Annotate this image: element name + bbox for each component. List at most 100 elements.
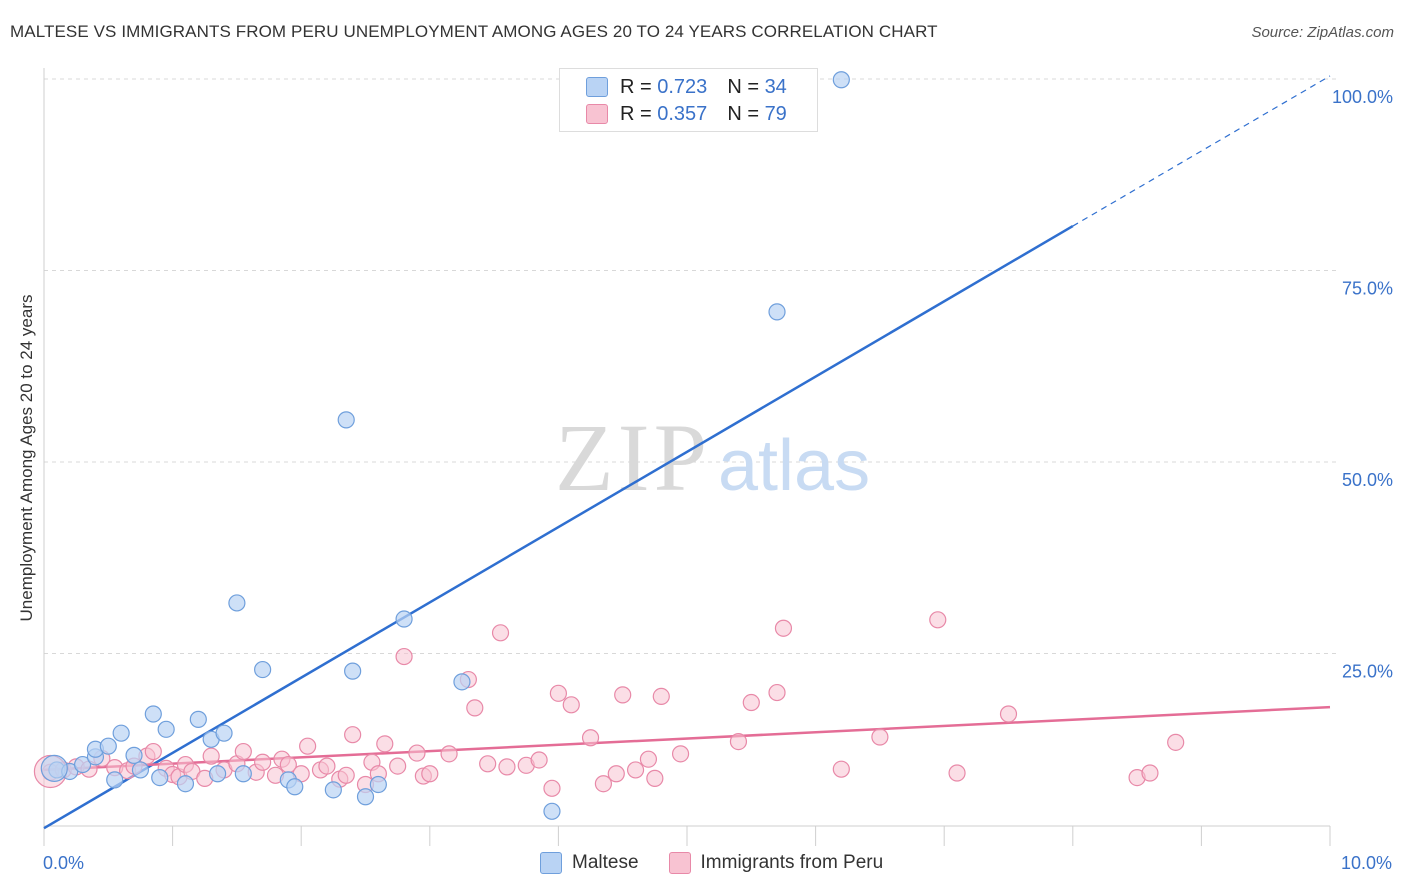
gridlines (44, 78, 1340, 654)
peru-point (202, 747, 220, 765)
maltese-point (453, 673, 471, 691)
peru-point (408, 744, 426, 762)
legend-row-peru: R = 0.357 N = 79 (620, 102, 787, 126)
peru-point (768, 683, 786, 702)
peru-point (639, 750, 658, 768)
peru-point (948, 764, 966, 782)
peru-point (337, 766, 355, 784)
legend-label-maltese: Maltese (572, 852, 639, 873)
peru-point (299, 737, 317, 755)
maltese-point (369, 775, 387, 794)
y-tick-label: 75.0% (1342, 279, 1393, 299)
maltese-point (209, 765, 227, 783)
maltese-point (768, 303, 786, 321)
maltese-point (228, 594, 246, 612)
peru-point (614, 686, 632, 704)
watermark-zip: ZIP (555, 404, 711, 511)
peru-point (562, 696, 580, 714)
maltese-point (125, 746, 143, 764)
peru-point (742, 693, 760, 712)
y-tick-label: 25.0% (1342, 662, 1393, 682)
maltese-point (112, 724, 130, 742)
series-legend: Maltese Immigrants from Peru (540, 852, 883, 874)
legend-swatch-peru (586, 104, 608, 124)
maltese-point (395, 610, 413, 628)
legend-label-peru: Immigrants from Peru (700, 852, 884, 873)
peru-point (254, 753, 272, 771)
legend-n-value: 79 (764, 102, 787, 125)
maltese-point (73, 755, 92, 774)
peru-point (929, 611, 947, 629)
peru-point (421, 765, 439, 783)
x-tick-label-min: 0.0% (43, 853, 84, 873)
peru-point (491, 624, 510, 642)
peru-point (479, 755, 497, 773)
legend-r-label: R = (620, 75, 658, 98)
peru-point (549, 684, 568, 702)
peru-point (774, 619, 793, 637)
maltese-point (106, 771, 124, 789)
peru-point (543, 779, 561, 797)
x-tick-label-max: 10.0% (1341, 853, 1392, 873)
chart-title: MALTESE VS IMMIGRANTS FROM PERU UNEMPLOY… (10, 22, 938, 41)
peru-point (376, 735, 394, 753)
peru-point (607, 765, 625, 783)
peru-point (652, 687, 670, 705)
maltese-point (344, 662, 362, 680)
maltese-points (40, 71, 850, 820)
peru-point (466, 699, 484, 717)
legend-n-label: N = (727, 75, 765, 98)
peru-point (626, 761, 645, 779)
source-label: Source: ZipAtlas.com (1251, 24, 1394, 41)
legend-swatch-peru (668, 852, 691, 874)
peru-point (581, 729, 600, 747)
watermark-atlas: atlas (718, 426, 870, 506)
y-tick-label: 100.0% (1332, 87, 1393, 107)
maltese-point (151, 768, 169, 787)
legend-swatch-maltese (540, 852, 562, 874)
peru-points (33, 611, 1185, 797)
peru-point (318, 757, 336, 775)
peru-point (144, 742, 162, 761)
peru-point (234, 742, 252, 761)
maltese-point (99, 737, 117, 755)
peru-point (530, 751, 548, 769)
peru-point (1141, 764, 1159, 782)
maltese-point (254, 660, 272, 679)
maltese-point (215, 724, 233, 742)
peru-point (999, 705, 1018, 723)
maltese-point (157, 720, 175, 738)
peru-point (729, 732, 748, 751)
trend-lines (43, 75, 1331, 830)
maltese-point (131, 761, 150, 779)
maltese-point (40, 754, 68, 783)
maltese-point (189, 710, 207, 728)
maltese-point (337, 411, 355, 429)
maltese-point (144, 705, 162, 723)
y-tick-labels: 25.0% 50.0% 75.0% 100.0% (1332, 87, 1393, 682)
maltese-point (286, 778, 304, 796)
legend-r-label: R = (620, 102, 658, 125)
legend-n-value: 34 (764, 75, 787, 98)
y-axis-label: Unemployment Among Ages 20 to 24 years (17, 295, 36, 622)
legend-r-value: 0.357 (657, 102, 708, 125)
peru-point (344, 726, 362, 744)
y-tick-label: 50.0% (1342, 470, 1393, 490)
peru-point (594, 775, 613, 793)
maltese-trend-extension (1072, 75, 1331, 227)
maltese-point (324, 781, 342, 799)
peru-point (871, 728, 889, 746)
maltese-point (543, 802, 561, 820)
peru-point (395, 647, 413, 666)
peru-point (1167, 733, 1185, 751)
peru-point (389, 757, 407, 775)
maltese-trend-line (43, 224, 1074, 830)
legend-r-value: 0.723 (657, 75, 708, 98)
maltese-point (832, 71, 850, 89)
peru-point (671, 745, 690, 763)
legend-row-maltese: R = 0.723 N = 34 (620, 75, 787, 99)
maltese-point (356, 788, 375, 806)
legend-swatch-maltese (586, 77, 608, 97)
correlation-legend: R = 0.723 N = 34 R = 0.357 N = 79 (559, 68, 818, 132)
maltese-point (176, 775, 195, 793)
